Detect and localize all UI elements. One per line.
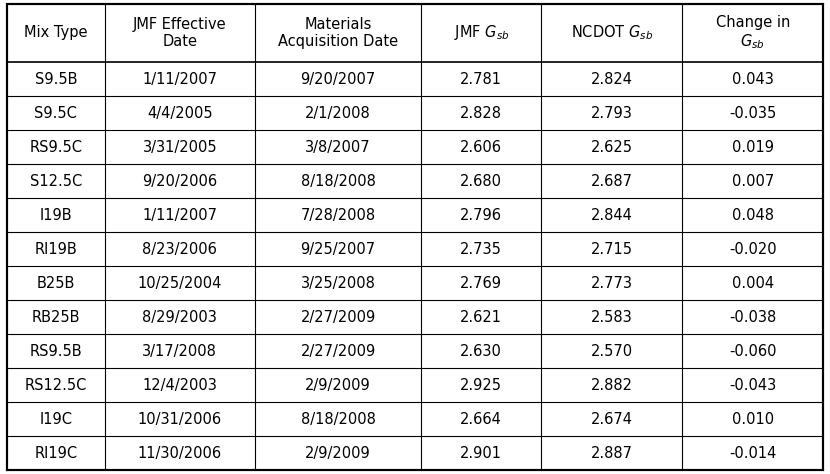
Text: 3/8/2007: 3/8/2007 bbox=[305, 140, 371, 155]
Text: 2.882: 2.882 bbox=[591, 378, 632, 392]
Text: 2.674: 2.674 bbox=[591, 411, 632, 427]
Text: 0.010: 0.010 bbox=[732, 411, 774, 427]
Text: 8/23/2006: 8/23/2006 bbox=[143, 242, 217, 256]
Text: NCDOT $G_{sb}$: NCDOT $G_{sb}$ bbox=[570, 24, 652, 42]
Text: -0.060: -0.060 bbox=[729, 344, 777, 359]
Text: 2/27/2009: 2/27/2009 bbox=[300, 344, 376, 359]
Text: RS9.5B: RS9.5B bbox=[30, 344, 82, 359]
Text: 2.781: 2.781 bbox=[461, 72, 502, 87]
Text: 4/4/2005: 4/4/2005 bbox=[147, 106, 212, 120]
Text: 9/25/2007: 9/25/2007 bbox=[300, 242, 376, 256]
Text: 9/20/2007: 9/20/2007 bbox=[300, 72, 376, 87]
Text: 2.793: 2.793 bbox=[591, 106, 632, 120]
Text: Mix Type: Mix Type bbox=[24, 26, 87, 40]
Text: RI19B: RI19B bbox=[34, 242, 77, 256]
Text: 2.828: 2.828 bbox=[461, 106, 502, 120]
Text: 8/29/2003: 8/29/2003 bbox=[143, 310, 217, 325]
Text: 2.687: 2.687 bbox=[591, 173, 632, 189]
Text: 2.887: 2.887 bbox=[591, 446, 632, 461]
Text: 2.630: 2.630 bbox=[461, 344, 502, 359]
Text: S12.5C: S12.5C bbox=[30, 173, 82, 189]
Text: B25B: B25B bbox=[37, 275, 75, 291]
Text: 8/18/2008: 8/18/2008 bbox=[300, 411, 375, 427]
Text: 2.844: 2.844 bbox=[591, 208, 632, 223]
Text: 2/1/2008: 2/1/2008 bbox=[305, 106, 371, 120]
Text: I19C: I19C bbox=[39, 411, 72, 427]
Text: -0.038: -0.038 bbox=[730, 310, 776, 325]
Text: 10/25/2004: 10/25/2004 bbox=[138, 275, 222, 291]
Text: 10/31/2006: 10/31/2006 bbox=[138, 411, 222, 427]
Text: 2.901: 2.901 bbox=[461, 446, 502, 461]
Text: 3/17/2008: 3/17/2008 bbox=[143, 344, 217, 359]
Text: 2.796: 2.796 bbox=[461, 208, 502, 223]
Text: -0.020: -0.020 bbox=[729, 242, 777, 256]
Text: 2.621: 2.621 bbox=[461, 310, 502, 325]
Text: 12/4/2003: 12/4/2003 bbox=[143, 378, 217, 392]
Text: 2.773: 2.773 bbox=[591, 275, 632, 291]
Text: S9.5B: S9.5B bbox=[35, 72, 77, 87]
Text: RI19C: RI19C bbox=[34, 446, 77, 461]
Text: 3/25/2008: 3/25/2008 bbox=[300, 275, 375, 291]
Text: 0.007: 0.007 bbox=[732, 173, 774, 189]
Text: 2.606: 2.606 bbox=[461, 140, 502, 155]
Text: 3/31/2005: 3/31/2005 bbox=[143, 140, 217, 155]
Text: 2.625: 2.625 bbox=[591, 140, 632, 155]
Text: 0.048: 0.048 bbox=[732, 208, 774, 223]
Text: Materials
Acquisition Date: Materials Acquisition Date bbox=[278, 17, 398, 49]
Text: 2.925: 2.925 bbox=[461, 378, 502, 392]
Text: 2.769: 2.769 bbox=[461, 275, 502, 291]
Text: 2.664: 2.664 bbox=[461, 411, 502, 427]
Text: 2.735: 2.735 bbox=[461, 242, 502, 256]
Text: 0.043: 0.043 bbox=[732, 72, 774, 87]
Text: I19B: I19B bbox=[40, 208, 72, 223]
Text: 8/18/2008: 8/18/2008 bbox=[300, 173, 375, 189]
Text: 11/30/2006: 11/30/2006 bbox=[138, 446, 222, 461]
Text: RS9.5C: RS9.5C bbox=[29, 140, 82, 155]
Text: 0.019: 0.019 bbox=[732, 140, 774, 155]
Text: 2.570: 2.570 bbox=[591, 344, 632, 359]
Text: 2.583: 2.583 bbox=[591, 310, 632, 325]
Text: 2.824: 2.824 bbox=[591, 72, 632, 87]
Text: 1/11/2007: 1/11/2007 bbox=[142, 72, 217, 87]
Text: 2.680: 2.680 bbox=[461, 173, 502, 189]
Text: -0.043: -0.043 bbox=[730, 378, 776, 392]
Text: JMF Effective
Date: JMF Effective Date bbox=[133, 17, 227, 49]
Text: RS12.5C: RS12.5C bbox=[25, 378, 87, 392]
Text: -0.014: -0.014 bbox=[729, 446, 777, 461]
Text: 2/27/2009: 2/27/2009 bbox=[300, 310, 376, 325]
Text: 2/9/2009: 2/9/2009 bbox=[305, 446, 371, 461]
Text: 1/11/2007: 1/11/2007 bbox=[142, 208, 217, 223]
Text: -0.035: -0.035 bbox=[730, 106, 776, 120]
Text: 0.004: 0.004 bbox=[732, 275, 774, 291]
Text: 2.715: 2.715 bbox=[591, 242, 632, 256]
Text: S9.5C: S9.5C bbox=[34, 106, 77, 120]
Text: JMF $G_{sb}$: JMF $G_{sb}$ bbox=[454, 23, 509, 43]
Text: 2/9/2009: 2/9/2009 bbox=[305, 378, 371, 392]
Text: 9/20/2006: 9/20/2006 bbox=[142, 173, 217, 189]
Text: Change in
$G_{sb}$: Change in $G_{sb}$ bbox=[715, 15, 790, 51]
Text: 7/28/2008: 7/28/2008 bbox=[300, 208, 376, 223]
Text: RB25B: RB25B bbox=[32, 310, 80, 325]
